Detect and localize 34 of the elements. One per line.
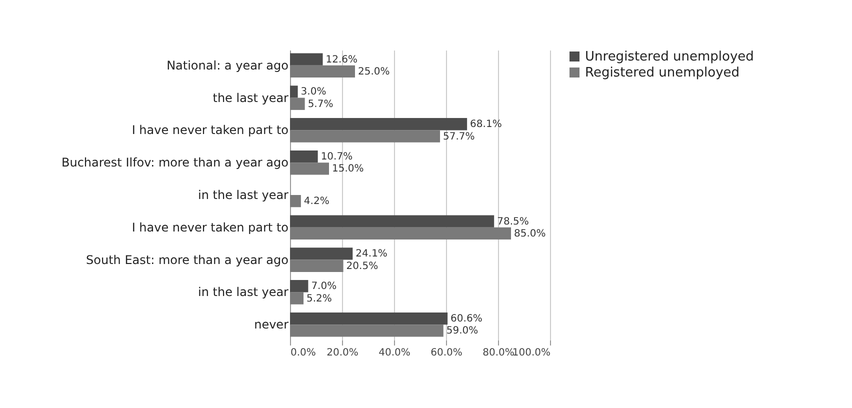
data-label: 24.1%: [356, 248, 388, 260]
x-tick-label: 80.0%: [482, 348, 514, 358]
y-tick-label: National: a year ago: [166, 58, 288, 72]
data-label: 5.2%: [306, 293, 332, 304]
y-tick-label: never: [254, 318, 289, 332]
data-label: 57.7%: [443, 131, 475, 142]
data-label: 85.0%: [514, 228, 546, 240]
x-tick-label: 40.0%: [378, 348, 410, 358]
y-tick-label: Bucharest Ilfov: more than a year ago: [61, 156, 288, 170]
y-tick-label: South East: more than a year ago: [86, 252, 288, 267]
data-label: 10.7%: [320, 152, 353, 163]
data-label: 5.7%: [308, 98, 334, 110]
data-label: 20.5%: [346, 260, 378, 272]
data-label: 7.0%: [311, 281, 337, 292]
x-tick-label: 60.0%: [430, 348, 462, 358]
data-label: 4.2%: [304, 196, 330, 208]
legend-label: Registered unemployed: [585, 66, 740, 80]
data-label: 68.1%: [470, 119, 502, 130]
data-label: 78.5%: [497, 216, 529, 228]
x-tick-label: 20.0%: [326, 348, 358, 358]
data-label: 12.6%: [326, 54, 358, 66]
x-tick-label: 100.0%: [512, 348, 550, 358]
x-tick-label: 0.0%: [290, 348, 316, 358]
data-label: 25.0%: [358, 66, 390, 78]
y-tick-label: I have never taken part to: [132, 123, 288, 138]
data-label: 15.0%: [332, 164, 364, 175]
legend-label: Unregistered unemployed: [585, 50, 754, 64]
y-tick-label: I have never taken part to: [132, 220, 288, 234]
data-label: 59.0%: [446, 326, 478, 337]
y-tick-label: the last year: [212, 90, 289, 105]
data-label: 60.6%: [450, 314, 482, 325]
y-tick-label: in the last year: [198, 285, 289, 300]
y-tick-label: in the last year: [198, 188, 289, 202]
data-label: 3.0%: [300, 86, 326, 98]
